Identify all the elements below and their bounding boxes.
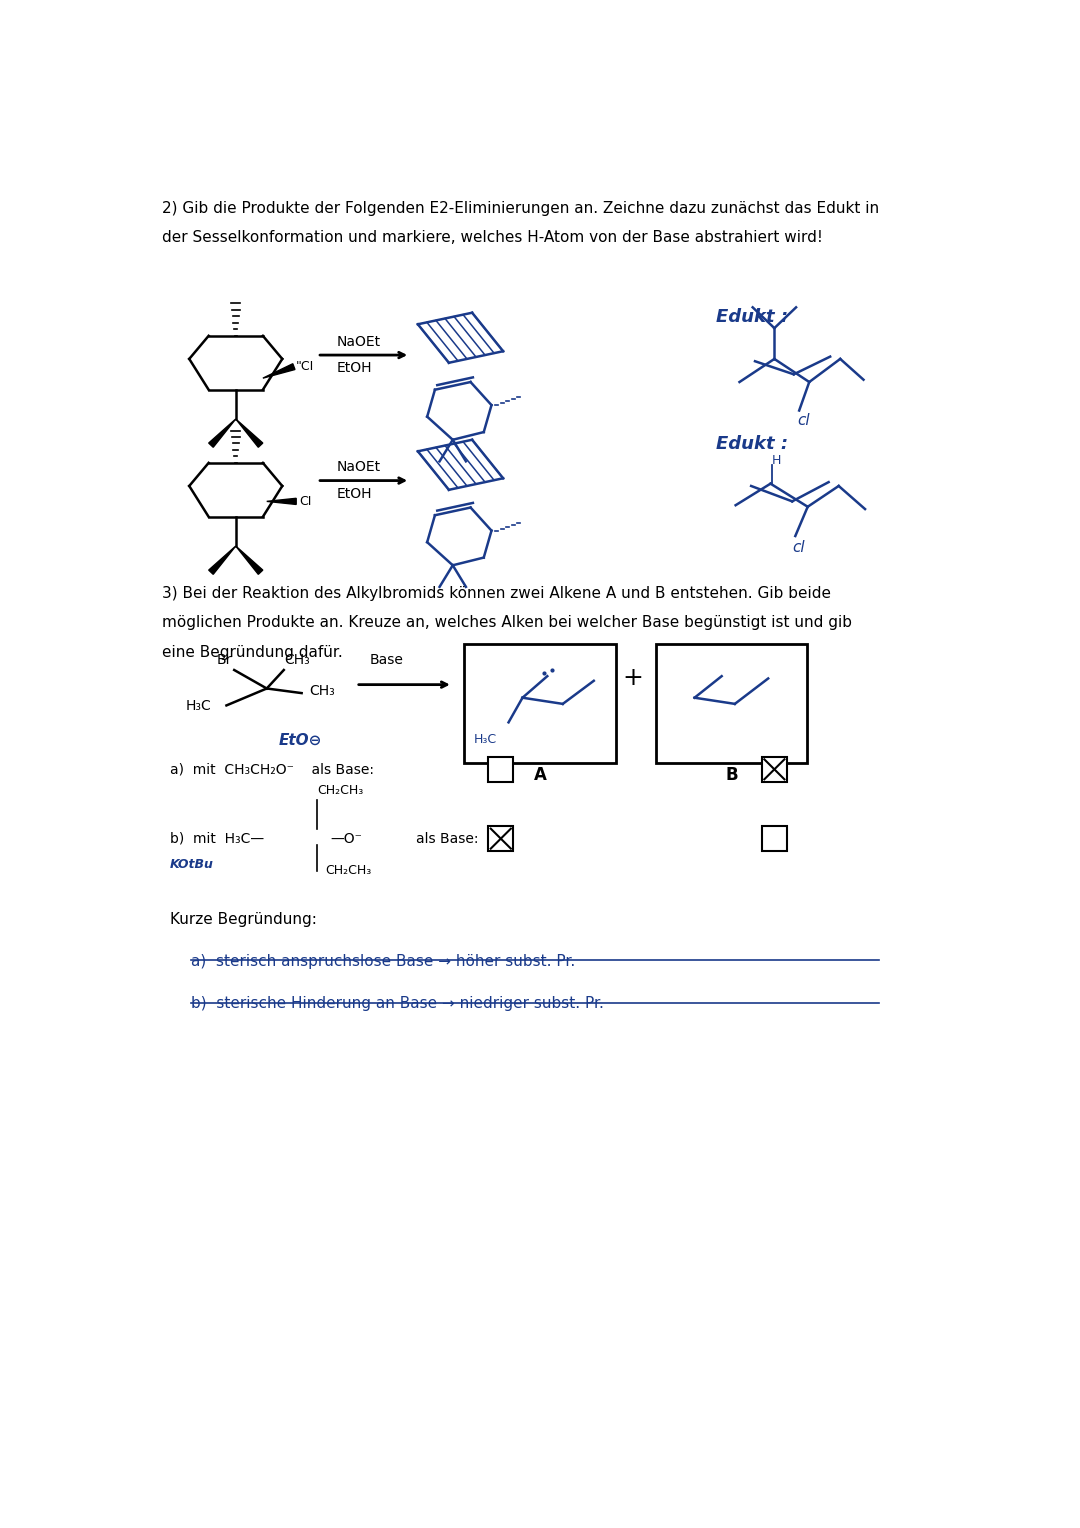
Text: H₃C: H₃C [185, 698, 211, 714]
Text: Edukt :: Edukt : [716, 434, 788, 452]
Text: H: H [772, 454, 782, 468]
Text: als Base:: als Base: [416, 831, 478, 845]
Text: b)  sterische Hinderung an Base → niedriger subst. Pr.: b) sterische Hinderung an Base → niedrig… [191, 996, 604, 1012]
Text: Kurze Begründung:: Kurze Begründung: [170, 912, 316, 927]
Text: H₃C: H₃C [474, 733, 497, 746]
Text: NaOEt: NaOEt [337, 335, 380, 348]
Text: möglichen Produkte an. Kreuze an, welches Alken bei welcher Base begünstigt ist : möglichen Produkte an. Kreuze an, welche… [162, 616, 852, 631]
Text: 3) Bei der Reaktion des Alkylbromids können zwei Alkene A und B entstehen. Gib b: 3) Bei der Reaktion des Alkylbromids kön… [162, 587, 832, 601]
Text: der Sesselkonformation und markiere, welches H-Atom von der Base abstrahiert wir: der Sesselkonformation und markiere, wel… [162, 229, 823, 244]
Text: a)  sterisch anspruchslose Base → höher subst. Pr.: a) sterisch anspruchslose Base → höher s… [191, 953, 575, 969]
Text: Edukt :: Edukt : [716, 307, 788, 325]
Text: b)  mit  H₃C—: b) mit H₃C— [170, 831, 264, 845]
Text: Base: Base [370, 652, 404, 666]
Text: CH₂CH₃: CH₂CH₃ [325, 865, 372, 877]
Text: 2) Gib die Produkte der Folgenden E2-Eliminierungen an. Zeichne dazu zunächst da: 2) Gib die Produkte der Folgenden E2-Eli… [162, 202, 879, 215]
Text: —O⁻: —O⁻ [330, 831, 362, 845]
Polygon shape [262, 364, 295, 377]
Text: A: A [534, 766, 546, 784]
Text: NaOEt: NaOEt [337, 460, 380, 474]
Polygon shape [208, 545, 235, 575]
Text: CH₂CH₃: CH₂CH₃ [318, 784, 363, 798]
Text: CH₃: CH₃ [309, 683, 335, 698]
Polygon shape [235, 419, 262, 448]
Text: CH₃: CH₃ [284, 652, 310, 666]
Text: KOtBu: KOtBu [170, 857, 214, 871]
Text: EtOH: EtOH [337, 361, 372, 376]
Text: Br: Br [216, 652, 232, 666]
Text: CI: CI [299, 495, 312, 507]
Text: "CI: "CI [296, 361, 314, 373]
Bar [464, 643, 616, 762]
Bar [762, 827, 786, 851]
Text: a)  mit  CH₃CH₂O⁻    als Base:: a) mit CH₃CH₂O⁻ als Base: [170, 762, 374, 776]
Text: cl: cl [798, 413, 810, 428]
Text: cl: cl [793, 539, 805, 555]
Bar [488, 827, 513, 851]
Bar [762, 756, 786, 782]
Text: B: B [725, 766, 738, 784]
Polygon shape [267, 498, 296, 504]
Bar [488, 756, 513, 782]
Bar [656, 643, 807, 762]
Text: EtOH: EtOH [337, 487, 372, 501]
Text: eine Begründung dafür.: eine Begründung dafür. [162, 645, 342, 660]
Text: +: + [622, 666, 643, 689]
Text: EtO⊖: EtO⊖ [279, 733, 322, 747]
Polygon shape [235, 545, 262, 575]
Polygon shape [208, 419, 235, 448]
